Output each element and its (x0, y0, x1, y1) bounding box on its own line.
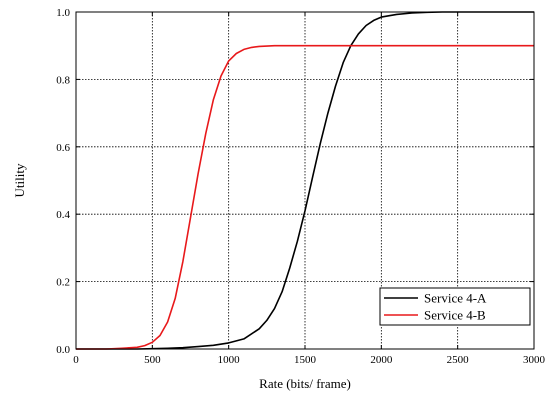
series-line-1 (76, 11, 534, 350)
x-tick-label: 3000 (523, 354, 546, 366)
y-tick-label: 0.4 (56, 209, 70, 221)
grid (76, 12, 534, 349)
x-tick-label: 1000 (218, 354, 241, 366)
y-tick-label: 0.6 (56, 142, 70, 154)
series-lines (76, 11, 534, 350)
legend-box (379, 287, 531, 326)
legend-label: Service 4-B (424, 308, 486, 323)
x-tick-label: 1500 (294, 354, 317, 366)
y-tick-label: 0.8 (56, 74, 70, 86)
x-tick-label: 2500 (447, 354, 470, 366)
x-tick-label: 2000 (370, 354, 393, 366)
legend-label: Service 4-A (424, 291, 487, 306)
series-line-2 (76, 44, 534, 350)
y-axis-label: Utility (12, 163, 27, 197)
axis-ticks: 0 500 1000 1500 2000 2500 3000 0.0 0.2 0.4 0.6 0.8 1… (56, 7, 545, 366)
y-tick-label: 0.2 (56, 277, 70, 289)
x-tick-label: 0 (73, 354, 79, 366)
legend: Service 4-A Service 4-B (379, 287, 531, 326)
x-tick-label: 500 (144, 354, 161, 366)
y-tick-label: 0.0 (56, 344, 70, 356)
y-tick-label: 1.0 (56, 7, 70, 19)
x-axis-label: Rate (bits/ frame) (259, 376, 351, 391)
